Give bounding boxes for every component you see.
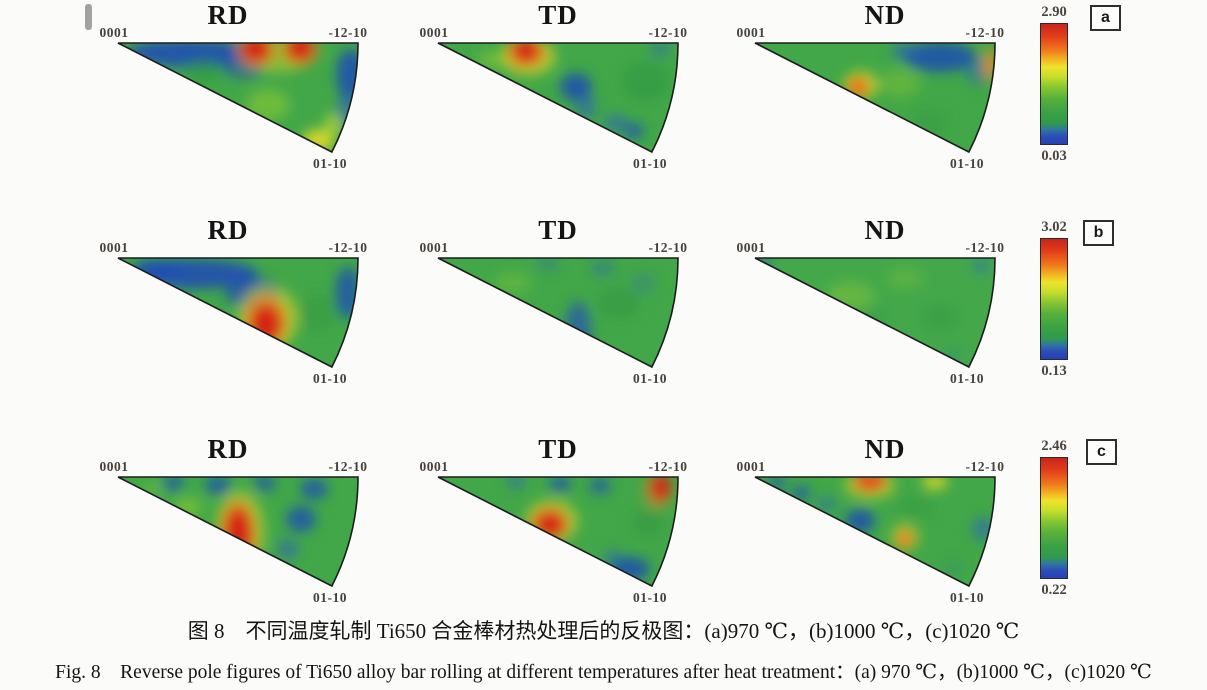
corner-label-01-10: 01-10 bbox=[633, 371, 667, 386]
scale-min-c: 0.22 bbox=[1041, 582, 1067, 598]
pole-figure-a-RD bbox=[117, 42, 359, 154]
panel-title-TD: TD bbox=[538, 434, 578, 464]
scan-artifact-mark bbox=[85, 4, 92, 30]
corner-label--12-10: -12-10 bbox=[648, 240, 688, 255]
panel-title-ND: ND bbox=[864, 215, 906, 245]
pole-figure-c-TD bbox=[437, 476, 679, 588]
corner-label-0001: 0001 bbox=[419, 240, 449, 255]
corner-label-01-10: 01-10 bbox=[313, 371, 347, 386]
panel-title-RD: RD bbox=[207, 434, 249, 464]
corner-label-01-10: 01-10 bbox=[313, 590, 347, 605]
scale-max-a: 2.90 bbox=[1041, 4, 1067, 20]
panel-title-RD: RD bbox=[207, 215, 249, 245]
pole-figure-c-ND bbox=[754, 476, 996, 588]
colorbar-a bbox=[1040, 23, 1068, 145]
panel-title-TD: TD bbox=[538, 0, 578, 30]
corner-label-01-10: 01-10 bbox=[633, 156, 667, 171]
scale-max-b: 3.02 bbox=[1041, 219, 1067, 235]
panel-letter-c: c bbox=[1086, 439, 1117, 465]
corner-label-0001: 0001 bbox=[419, 25, 449, 40]
corner-label--12-10: -12-10 bbox=[648, 25, 688, 40]
corner-label-0001: 0001 bbox=[99, 459, 129, 474]
pole-figure-a-TD bbox=[437, 42, 679, 154]
corner-label--12-10: -12-10 bbox=[648, 459, 688, 474]
pole-figure-b-ND bbox=[754, 257, 996, 369]
corner-label--12-10: -12-10 bbox=[965, 240, 1005, 255]
corner-label-01-10: 01-10 bbox=[633, 590, 667, 605]
panel-title-ND: ND bbox=[864, 0, 906, 30]
corner-label-01-10: 01-10 bbox=[950, 156, 984, 171]
corner-label-0001: 0001 bbox=[736, 240, 766, 255]
panel-title-ND: ND bbox=[864, 434, 906, 464]
corner-label-0001: 0001 bbox=[419, 459, 449, 474]
pole-figure-c-RD bbox=[117, 476, 359, 588]
corner-label--12-10: -12-10 bbox=[328, 25, 368, 40]
corner-label-0001: 0001 bbox=[99, 240, 129, 255]
corner-label-0001: 0001 bbox=[736, 25, 766, 40]
panel-title-RD: RD bbox=[207, 0, 249, 30]
panel-letter-a: a bbox=[1090, 5, 1121, 31]
corner-label-01-10: 01-10 bbox=[950, 371, 984, 386]
corner-label-0001: 0001 bbox=[736, 459, 766, 474]
corner-label-01-10: 01-10 bbox=[313, 156, 347, 171]
panel-letter-b: b bbox=[1083, 220, 1114, 246]
colorbar-c bbox=[1040, 457, 1068, 579]
caption-english: Fig. 8 Reverse pole figures of Ti650 all… bbox=[55, 662, 1152, 683]
scale-max-c: 2.46 bbox=[1041, 438, 1067, 454]
corner-label-0001: 0001 bbox=[99, 25, 129, 40]
pole-figure-b-TD bbox=[437, 257, 679, 369]
corner-label--12-10: -12-10 bbox=[328, 459, 368, 474]
colorbar-b bbox=[1040, 238, 1068, 360]
pole-figure-a-ND bbox=[754, 42, 996, 154]
scale-min-b: 0.13 bbox=[1041, 363, 1067, 379]
scale-min-a: 0.03 bbox=[1041, 148, 1067, 164]
corner-label--12-10: -12-10 bbox=[328, 240, 368, 255]
corner-label-01-10: 01-10 bbox=[950, 590, 984, 605]
corner-label--12-10: -12-10 bbox=[965, 25, 1005, 40]
panel-title-TD: TD bbox=[538, 215, 578, 245]
caption-chinese: 图 8 不同温度轧制 Ti650 合金棒材热处理后的反极图：(a)970 ℃，(… bbox=[187, 619, 1020, 643]
pole-figure-b-RD bbox=[117, 257, 359, 369]
corner-label--12-10: -12-10 bbox=[965, 459, 1005, 474]
